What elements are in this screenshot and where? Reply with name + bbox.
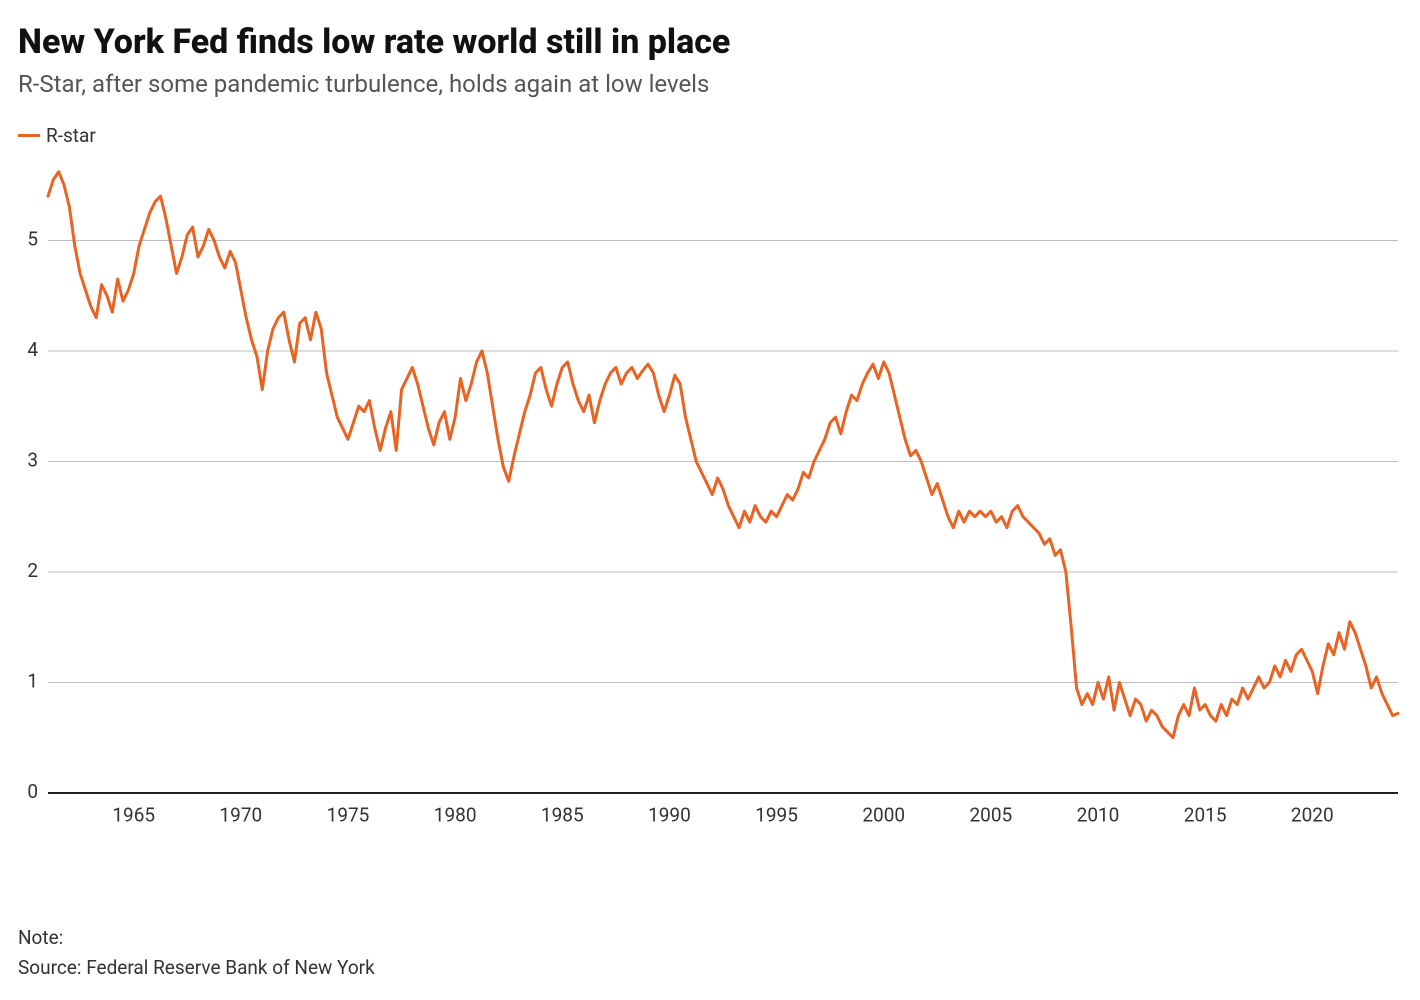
chart-footer: Note: Source: Federal Reserve Bank of Ne…	[18, 923, 375, 982]
x-tick-label: 1975	[327, 803, 370, 826]
legend: R-star	[18, 124, 1402, 147]
x-tick-label: 1985	[541, 803, 584, 826]
x-tick-label: 1995	[755, 803, 798, 826]
chart-title: New York Fed finds low rate world still …	[18, 22, 1402, 62]
y-tick-label: 4	[27, 338, 38, 361]
x-tick-label: 1990	[648, 803, 691, 826]
source-label: Source: Federal Reserve Bank of New York	[18, 953, 375, 982]
chart-container: New York Fed finds low rate world still …	[0, 0, 1420, 1000]
chart-svg: 0 1 2 3 4 5 1965 1970 1975 1980 1985 1990 1995 2000 20…	[18, 153, 1402, 843]
y-tick-label: 0	[27, 780, 38, 803]
legend-swatch	[18, 134, 40, 137]
x-tick-label: 2010	[1077, 803, 1120, 826]
x-tick-label: 2020	[1291, 803, 1334, 826]
x-tick-label: 2005	[969, 803, 1012, 826]
x-tick-label: 2015	[1184, 803, 1227, 826]
chart-subtitle: R-Star, after some pandemic turbulence, …	[18, 70, 1402, 98]
x-tick-label: 1965	[112, 803, 155, 826]
series-line-rstar	[48, 172, 1398, 738]
y-tick-label: 1	[27, 669, 38, 692]
x-tick-label: 2000	[862, 803, 905, 826]
note-label: Note:	[18, 923, 375, 952]
y-tick-label: 2	[27, 559, 38, 582]
chart-plot-area: 0 1 2 3 4 5 1965 1970 1975 1980 1985 1990 1995 2000 20…	[18, 153, 1402, 843]
x-tick-label: 1980	[434, 803, 477, 826]
x-tick-label: 1970	[219, 803, 262, 826]
y-tick-label: 5	[27, 227, 38, 250]
legend-label: R-star	[46, 124, 96, 147]
y-tick-label: 3	[27, 448, 38, 471]
